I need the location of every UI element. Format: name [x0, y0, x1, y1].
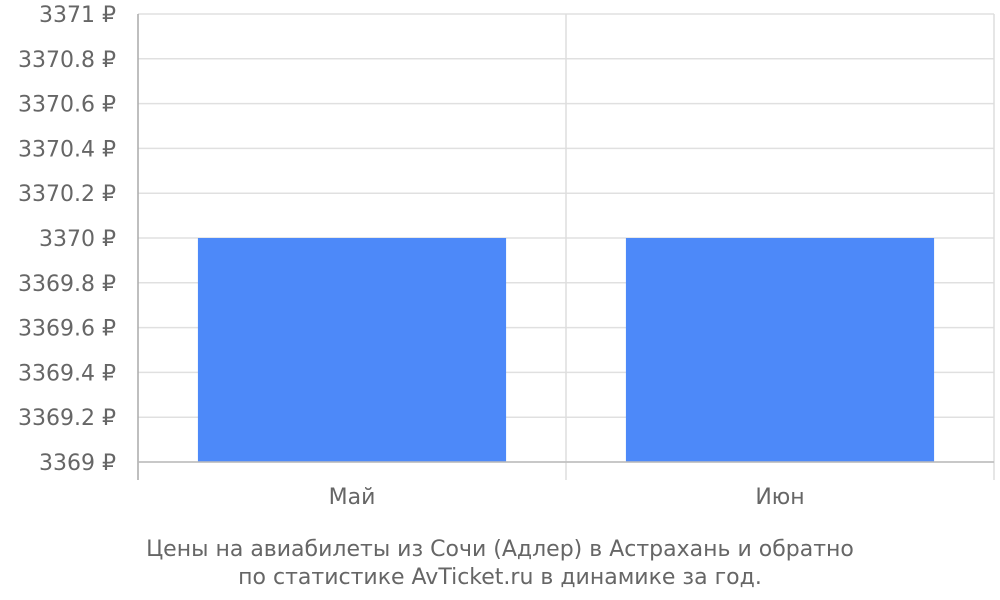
bars — [197, 238, 935, 462]
chart-caption: Цены на авиабилеты из Сочи (Адлер) в Аст… — [146, 537, 854, 590]
y-tick-label: 3369.8 ₽ — [18, 272, 116, 297]
caption-line-2: по статистике AvTicket.ru в динамике за … — [238, 565, 762, 590]
x-tick-label: Июн — [755, 485, 804, 510]
y-tick-label: 3369.2 ₽ — [18, 406, 116, 431]
axes — [137, 14, 994, 480]
bar — [625, 238, 935, 462]
caption-line-1: Цены на авиабилеты из Сочи (Адлер) в Аст… — [146, 537, 854, 562]
y-tick-label: 3369 ₽ — [39, 451, 116, 476]
y-tick-label: 3369.4 ₽ — [18, 361, 116, 386]
y-tick-label: 3370.6 ₽ — [18, 93, 116, 118]
y-tick-label: 3371 ₽ — [39, 3, 116, 28]
y-tick-label: 3370.4 ₽ — [18, 137, 116, 162]
y-tick-label: 3369.6 ₽ — [18, 317, 116, 342]
y-tick-label: 3370.2 ₽ — [18, 182, 116, 207]
y-tick-label: 3370 ₽ — [39, 227, 116, 252]
bar — [197, 238, 507, 462]
y-tick-label: 3370.8 ₽ — [18, 48, 116, 73]
y-axis-tick-labels: 3369 ₽ 3369.2 ₽ 3369.4 ₽ 3369.6 ₽ 3369.8 ₽ 33… — [18, 3, 116, 476]
x-tick-label: Май — [329, 485, 376, 510]
x-axis-tick-labels: Май Июн — [329, 485, 805, 510]
